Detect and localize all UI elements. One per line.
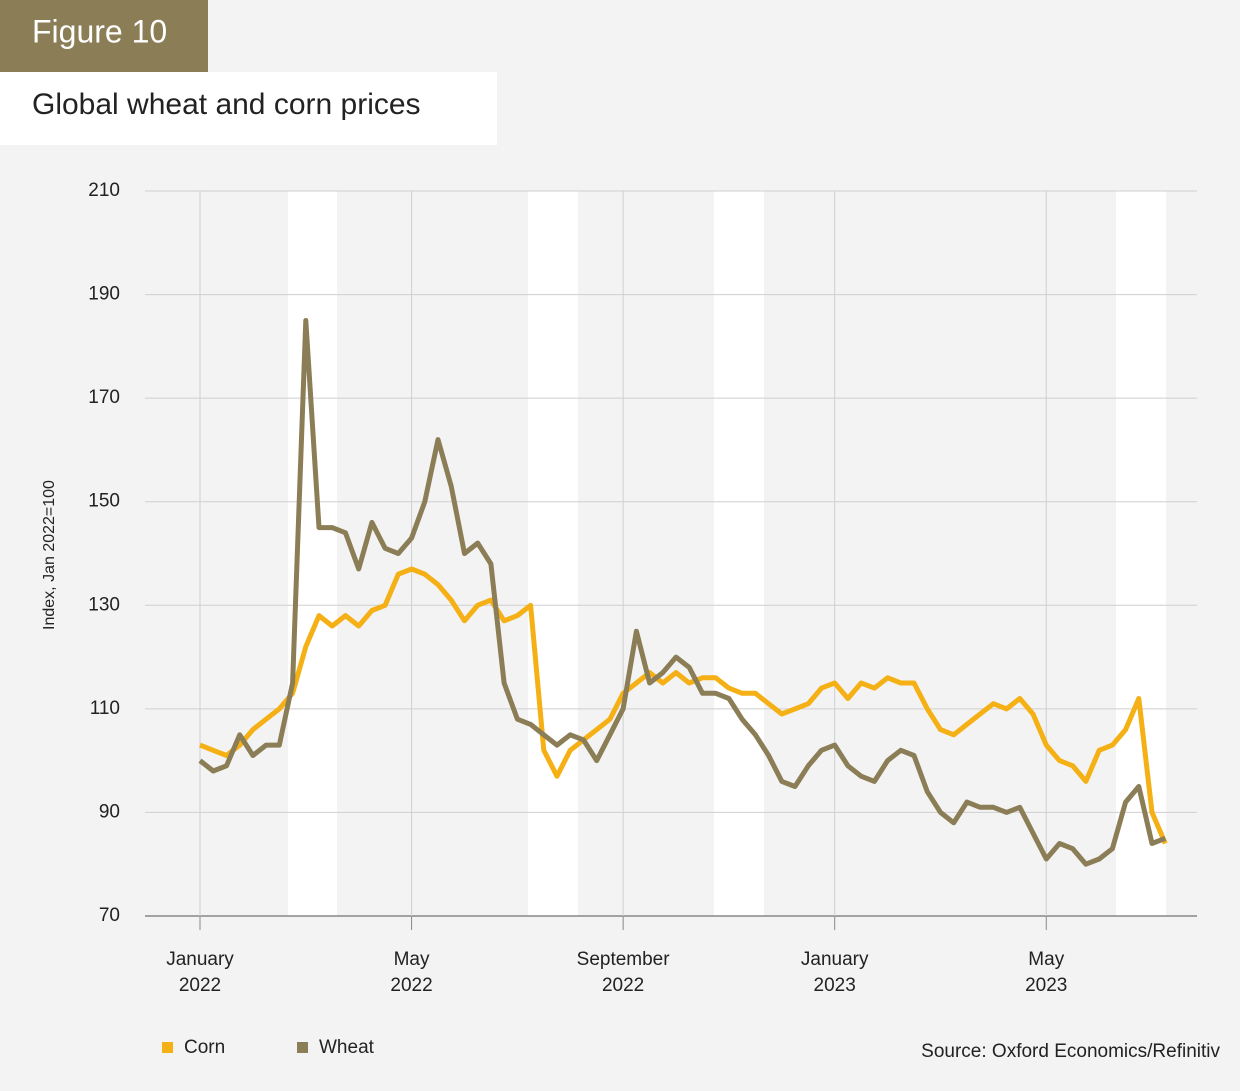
shaded-bands [288,191,1166,916]
shaded-band [714,191,764,916]
line-series [199,566,1168,845]
source: Source: Oxford Economics/Refinitiv [921,1041,1220,1062]
y-tick-label: 90 [99,801,120,822]
y-tick-label: 190 [88,284,120,305]
y-tick-label: 110 [90,698,120,719]
y-tick-label: 150 [88,491,120,512]
y-tick-label: 70 [99,905,120,926]
title-box [0,72,497,145]
shaded-band [528,191,578,916]
y-tick-label: 170 [88,387,120,408]
legend-label: Corn [184,1037,225,1058]
chart-title: Global wheat and corn prices [32,88,421,121]
figure-label: Figure 10 [32,13,167,49]
y-tick-label: 210 [88,180,120,201]
x-tick-label: May 2023 [1025,949,1068,996]
legend-swatch [297,1042,308,1053]
y-axis-label: Index, Jan 2022=100 [41,480,58,630]
line-series [198,318,1167,867]
figure-label-box [0,0,208,72]
x-tick-label: January 2023 [800,949,869,996]
legend-swatch [162,1042,173,1053]
x-tick-label: May 2022 [390,949,433,996]
x-tick-label: September 2022 [576,949,670,996]
x-tick-label: January 2022 [166,949,234,996]
y-tick-label: 130 [88,594,120,615]
legend-label: Wheat [319,1037,375,1058]
